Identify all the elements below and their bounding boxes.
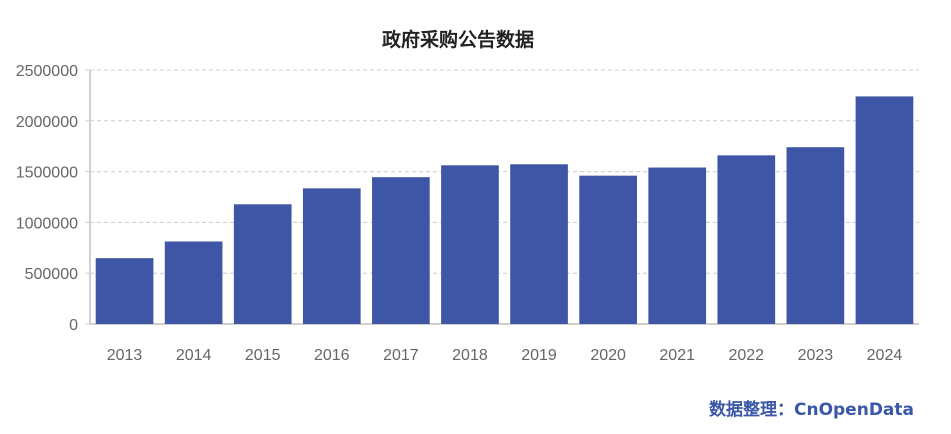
y-tick-label: 0 (69, 317, 78, 334)
x-tick-label: 2020 (590, 347, 626, 364)
y-tick-label: 2500000 (16, 63, 78, 80)
x-axis-tick-labels: 2013 2014 2015 2016 2017 2018 2019 2020 2021 2022… (107, 347, 903, 364)
bar-2019 (510, 164, 568, 324)
x-tick-label: 2018 (452, 347, 488, 364)
x-tick-label: 2015 (245, 347, 281, 364)
bar-2023 (786, 147, 845, 324)
bar-2024 (855, 96, 914, 324)
y-axis-tick-labels: 0 500000 1000000 1500000 2000000 2500000 (16, 63, 78, 334)
bar-2021 (648, 167, 707, 324)
grid-lines (90, 69, 919, 274)
bar-2022 (717, 155, 776, 324)
x-tick-label: 2019 (521, 347, 557, 364)
x-tick-label: 2017 (383, 347, 419, 364)
x-tick-label: 2023 (798, 347, 834, 364)
axes (85, 69, 919, 325)
source-label: 数据整理：CnOpenData (709, 399, 914, 420)
y-tick-label: 2000000 (16, 114, 78, 131)
bar-2016 (302, 188, 361, 324)
bar-2017 (372, 177, 430, 324)
bar-2015 (233, 204, 292, 324)
y-tick-label: 1500000 (16, 165, 78, 182)
y-tick-label: 1000000 (16, 215, 78, 232)
bar-2014 (164, 241, 223, 324)
x-tick-label: 2024 (867, 347, 903, 364)
chart-title: 政府采购公告数据 (382, 28, 534, 51)
bar-2018 (441, 165, 499, 324)
x-tick-label: 2016 (314, 347, 350, 364)
bar-2020 (579, 175, 637, 324)
bars (95, 96, 914, 324)
x-tick-label: 2022 (728, 347, 764, 364)
y-tick-label: 500000 (25, 266, 78, 283)
x-tick-label: 2014 (176, 347, 212, 364)
x-tick-label: 2013 (107, 347, 143, 364)
x-tick-label: 2021 (659, 347, 695, 364)
bar-2013 (95, 258, 154, 324)
